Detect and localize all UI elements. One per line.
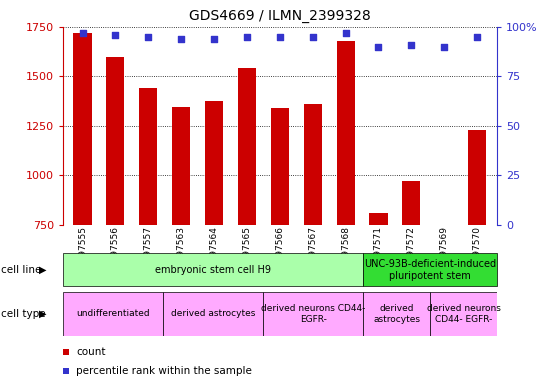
Text: cell line: cell line: [1, 265, 41, 275]
Point: [242, 34, 251, 40]
Point: [144, 34, 153, 40]
Bar: [370, 213, 388, 225]
Text: derived neurons
CD44- EGFR-: derived neurons CD44- EGFR-: [426, 304, 500, 324]
Bar: [263, 292, 363, 336]
Point: [210, 36, 218, 42]
Bar: [106, 56, 124, 225]
Text: derived astrocytes: derived astrocytes: [171, 310, 255, 318]
Point: [177, 36, 186, 42]
Point: [276, 34, 284, 40]
Bar: [63, 253, 363, 286]
Point: [440, 44, 449, 50]
Point: [374, 44, 383, 50]
Text: ▶: ▶: [39, 265, 47, 275]
Bar: [435, 225, 453, 226]
Bar: [74, 33, 92, 225]
Bar: [304, 104, 322, 225]
Bar: [238, 68, 256, 225]
Text: derived
astrocytes: derived astrocytes: [373, 304, 420, 324]
Bar: [336, 41, 355, 225]
Text: UNC-93B-deficient-induced
pluripotent stem: UNC-93B-deficient-induced pluripotent st…: [364, 259, 496, 281]
Bar: [363, 292, 430, 336]
Point: [308, 34, 317, 40]
Bar: [139, 88, 157, 225]
Point: [341, 30, 350, 36]
Text: derived neurons CD44-
EGFR-: derived neurons CD44- EGFR-: [261, 304, 365, 324]
Bar: [63, 292, 163, 336]
Bar: [430, 292, 497, 336]
Title: GDS4669 / ILMN_2399328: GDS4669 / ILMN_2399328: [189, 9, 371, 23]
Bar: [271, 108, 289, 225]
Bar: [172, 107, 190, 225]
Bar: [402, 181, 420, 225]
Point: [111, 32, 120, 38]
Text: cell type: cell type: [1, 309, 45, 319]
Bar: [205, 101, 223, 225]
Text: embryonic stem cell H9: embryonic stem cell H9: [155, 265, 271, 275]
Text: ▶: ▶: [39, 309, 47, 319]
Text: percentile rank within the sample: percentile rank within the sample: [76, 366, 252, 376]
Point: [473, 34, 482, 40]
Point: [78, 30, 87, 36]
Bar: [163, 292, 263, 336]
Text: undifferentiated: undifferentiated: [76, 310, 150, 318]
Bar: [363, 253, 497, 286]
Text: count: count: [76, 347, 106, 357]
Bar: [468, 130, 486, 225]
Point: [407, 41, 416, 48]
